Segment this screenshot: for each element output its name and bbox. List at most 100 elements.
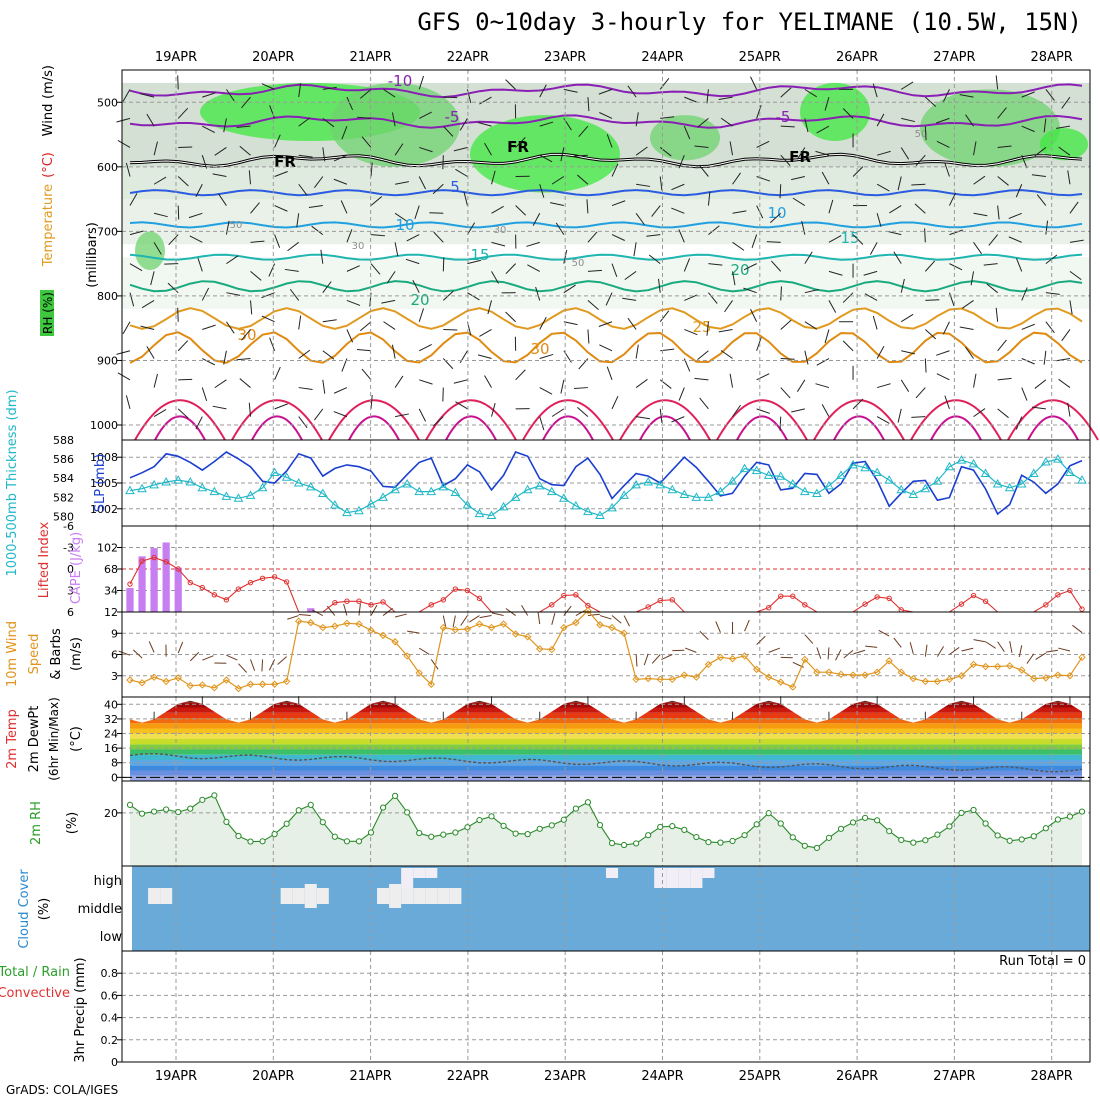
wind10m-point — [403, 652, 411, 660]
wind-barb — [756, 176, 771, 182]
contour-label-10: 15 — [840, 229, 859, 247]
wind-barb — [887, 230, 902, 236]
wind10m-point — [957, 672, 966, 680]
rh-point — [175, 808, 182, 816]
contour-label-9: 15 — [470, 246, 489, 264]
precip-ylabel-total: Total / Rain — [0, 965, 70, 980]
wind10m-barb — [587, 613, 600, 617]
wind-barb — [1045, 292, 1060, 295]
rh-point — [584, 799, 592, 806]
wind-barb — [1069, 239, 1084, 243]
panel-wind10m: 3 6 9 12 10m Wind Speed & Barbs (m/s) — [5, 603, 1091, 698]
li-point — [778, 593, 784, 599]
wind-barb — [146, 346, 155, 359]
temp-band-9 — [130, 728, 1082, 734]
wind-barb — [720, 350, 733, 359]
thickness-point — [269, 467, 280, 476]
wind-barb — [648, 254, 661, 265]
wind-barb — [322, 281, 332, 293]
temp-band-13 — [130, 707, 1082, 713]
wind-barb — [876, 183, 890, 192]
wind-barb — [201, 387, 208, 402]
wind-barb — [924, 260, 936, 272]
li-point — [175, 566, 181, 572]
thickness-ylabel: 1000-500mb Thickness (dm) — [5, 389, 20, 576]
temp-ylabel-3: (6hr Min/Max) — [47, 697, 61, 781]
wind-barb — [624, 270, 637, 281]
wind-barb — [395, 413, 409, 418]
sounding-ylabel-wind: Wind — [41, 104, 56, 137]
wind-barb — [852, 234, 864, 245]
rh-point — [440, 831, 447, 838]
thickness-tick-580: 580 — [53, 510, 74, 523]
wind-tick-3: 3 — [111, 670, 118, 683]
thickness-point — [390, 484, 400, 494]
wind-barb — [997, 339, 1007, 352]
date-bottom-19APR: 19APR — [155, 1069, 197, 1084]
temp-band-12 — [130, 712, 1082, 718]
wind-barb — [122, 89, 131, 102]
wind-barb — [997, 176, 1009, 186]
thickness-point — [402, 478, 413, 488]
wind-barb — [779, 416, 782, 431]
wind-barb — [824, 96, 830, 111]
panel-rh2m: 20 2m RH (%) — [29, 780, 1091, 867]
thickness-point — [932, 476, 943, 485]
wind10m-point — [246, 680, 255, 688]
rh-point — [247, 838, 254, 845]
wind-barb — [876, 113, 885, 127]
wind-barb — [750, 76, 758, 90]
wind10m-point — [716, 653, 725, 662]
wind-barb — [824, 329, 830, 344]
panel-sounding: -10 -5 -5 FR FR FR 5 10 10 15 15 20 20 25 30 30 50 50 30 30… — [40, 65, 1099, 441]
wind-barb — [214, 379, 227, 389]
contour-label-14: 30 — [237, 326, 256, 344]
li-point — [380, 599, 386, 605]
li-point — [440, 597, 447, 603]
thickness-point — [619, 490, 629, 499]
wind-barb — [627, 85, 637, 98]
thickness-point — [812, 488, 822, 498]
wind10m-barb — [804, 634, 814, 644]
wind10m-barb — [651, 654, 661, 664]
wind-barb — [261, 83, 275, 90]
wind-barb — [1045, 220, 1049, 235]
wind-barb — [539, 387, 553, 395]
wind-barb — [970, 271, 975, 286]
wind-barb — [983, 263, 998, 266]
precip-frame — [121, 950, 1091, 1063]
wind-barb — [370, 196, 383, 206]
thickness-point — [956, 455, 967, 464]
wind-barb — [683, 258, 691, 272]
wind-barb — [949, 263, 963, 271]
wind-barb — [997, 377, 1012, 381]
wind-barb — [381, 299, 396, 304]
thickness-point — [992, 478, 1003, 488]
rh-point — [223, 818, 230, 826]
wind10m-barb — [635, 654, 638, 667]
wind-barb — [357, 349, 372, 352]
wind-barb — [241, 329, 251, 341]
thickness-point — [414, 486, 425, 496]
thickness-point — [872, 467, 883, 476]
wind10m-point — [873, 668, 881, 676]
wind-barb — [239, 145, 251, 156]
wind-barb — [357, 116, 372, 119]
li-point — [790, 593, 796, 599]
wind-barb — [223, 118, 227, 133]
wind-barb — [202, 125, 216, 133]
wind-barb — [405, 258, 420, 265]
rh-point — [753, 821, 760, 828]
thickness-point — [703, 492, 714, 501]
wind-barb — [491, 241, 506, 247]
temp-contour-fr-inner — [129, 153, 1083, 168]
wind-barb — [459, 118, 468, 131]
rh-point — [958, 809, 965, 816]
wind-barb — [551, 176, 565, 185]
wind-barb — [707, 191, 711, 206]
chart-title: GFS 0~10day 3-hourly for YELIMANE (10.5W… — [417, 8, 1082, 36]
wind10m-point — [451, 626, 460, 634]
wind-barb — [965, 346, 974, 359]
wind-barb — [418, 111, 432, 119]
wind-barb — [732, 172, 741, 185]
